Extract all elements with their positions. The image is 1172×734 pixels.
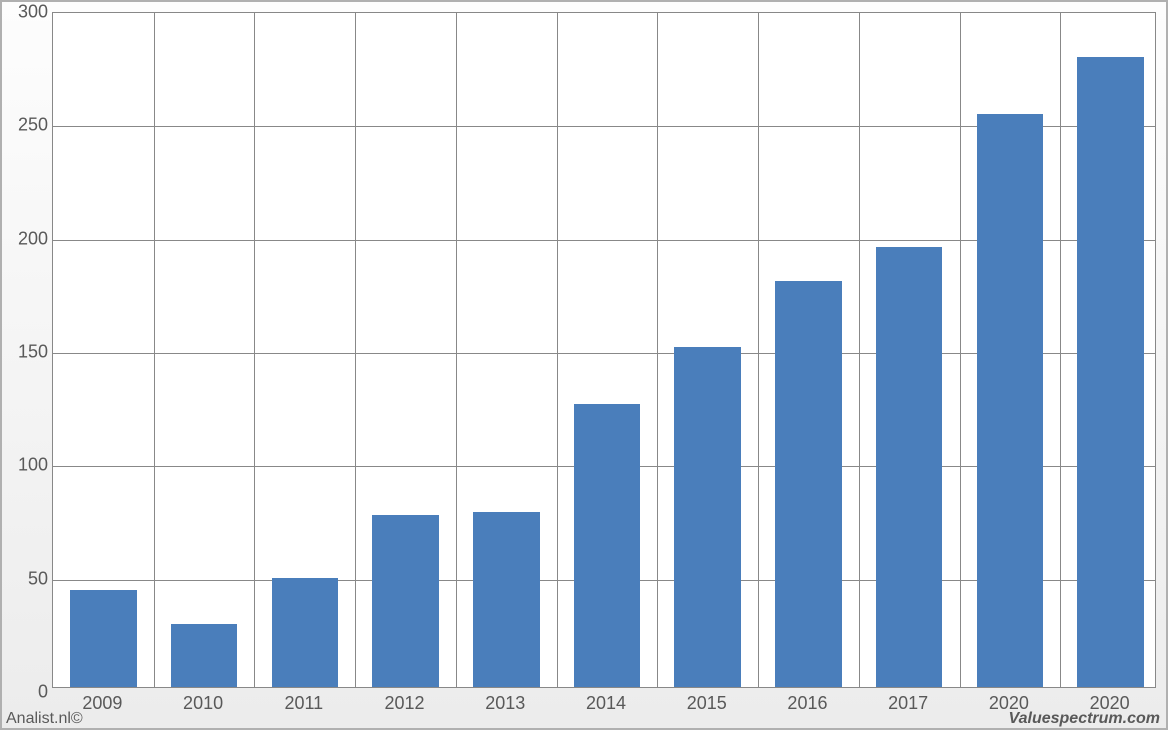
- y-tick-label: 50: [8, 568, 48, 589]
- bar: [574, 404, 640, 687]
- gridline-v: [254, 13, 255, 687]
- gridline-v: [456, 13, 457, 687]
- y-tick-label: 250: [8, 115, 48, 136]
- gridline-v: [355, 13, 356, 687]
- y-tick-label: 150: [8, 342, 48, 363]
- x-tick-label: 2017: [888, 693, 928, 714]
- bar: [171, 624, 237, 687]
- bar: [1077, 57, 1143, 687]
- gridline-v: [154, 13, 155, 687]
- x-tick-label: 2016: [787, 693, 827, 714]
- y-tick-label: 200: [8, 228, 48, 249]
- bar: [473, 512, 539, 687]
- gridline-v: [557, 13, 558, 687]
- gridline-v: [859, 13, 860, 687]
- x-tick-label: 2013: [485, 693, 525, 714]
- gridline-v: [657, 13, 658, 687]
- bar: [272, 578, 338, 687]
- gridline-v: [758, 13, 759, 687]
- bar: [372, 515, 438, 687]
- footer-right-text: Valuespectrum.com: [1009, 710, 1160, 728]
- x-tick-label: 2015: [687, 693, 727, 714]
- gridline-v: [1060, 13, 1061, 687]
- footer-left-text: Analist.nl©: [6, 710, 83, 728]
- x-tick-label: 2009: [82, 693, 122, 714]
- plot-area: [52, 12, 1156, 688]
- y-tick-label: 100: [8, 455, 48, 476]
- bar: [775, 281, 841, 687]
- x-tick-label: 2010: [183, 693, 223, 714]
- bar: [876, 247, 942, 687]
- bar: [70, 590, 136, 687]
- y-tick-label: 300: [8, 2, 48, 23]
- x-tick-label: 2012: [385, 693, 425, 714]
- y-tick-label: 0: [8, 682, 48, 703]
- x-tick-label: 2014: [586, 693, 626, 714]
- chart-frame: 0 50 100 150 200 250 300 2009 2010 2011 2012 2013 2…: [0, 0, 1168, 730]
- bar: [977, 114, 1043, 687]
- x-tick-label: 2011: [284, 693, 323, 714]
- bar: [674, 347, 740, 687]
- gridline-v: [960, 13, 961, 687]
